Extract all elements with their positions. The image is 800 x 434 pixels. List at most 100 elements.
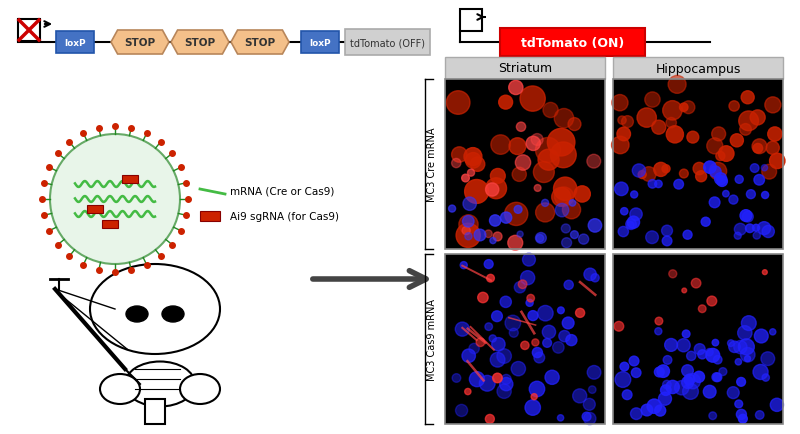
Circle shape [511,362,526,376]
Circle shape [478,293,488,303]
FancyBboxPatch shape [56,32,94,54]
Circle shape [637,108,656,128]
Bar [445,254,605,424]
Circle shape [575,309,585,318]
Circle shape [512,168,526,182]
Circle shape [584,269,596,281]
Circle shape [762,226,774,238]
Circle shape [754,329,768,343]
Circle shape [654,367,664,377]
Bar [145,399,165,424]
Circle shape [684,374,695,385]
Circle shape [738,414,747,423]
Circle shape [662,381,671,389]
Text: MC3 Cre mRNA: MC3 Cre mRNA [427,128,437,202]
Text: MC3 Cas9 mRNA: MC3 Cas9 mRNA [427,298,437,380]
Circle shape [735,359,742,365]
Circle shape [518,280,527,289]
Circle shape [758,222,770,235]
Circle shape [662,226,673,237]
Circle shape [490,238,496,244]
Circle shape [729,102,739,112]
Circle shape [722,191,729,197]
Circle shape [574,186,590,203]
Circle shape [490,352,505,367]
Circle shape [532,348,542,358]
Circle shape [753,232,761,240]
Circle shape [534,185,541,192]
Circle shape [573,389,586,403]
Circle shape [532,339,539,346]
Circle shape [456,224,480,248]
Circle shape [654,181,662,188]
Circle shape [752,139,767,155]
Circle shape [694,344,705,355]
Circle shape [737,378,746,386]
Text: tdTomato (ON): tdTomato (ON) [521,36,624,49]
Circle shape [682,102,695,115]
FancyBboxPatch shape [613,58,783,80]
Circle shape [626,220,636,230]
Ellipse shape [90,264,220,354]
Circle shape [521,342,529,350]
Ellipse shape [162,306,184,322]
Circle shape [462,349,475,363]
Circle shape [679,104,688,112]
Circle shape [765,98,781,114]
Circle shape [492,311,502,322]
Circle shape [627,217,639,229]
Circle shape [709,412,717,420]
Circle shape [712,128,726,141]
Circle shape [701,218,710,227]
Circle shape [742,316,756,331]
Circle shape [589,386,596,394]
Circle shape [465,388,471,395]
Circle shape [464,148,482,166]
Circle shape [770,329,776,335]
Circle shape [727,340,734,347]
Circle shape [714,355,722,364]
Circle shape [682,289,686,293]
Circle shape [50,135,180,264]
Circle shape [558,307,564,314]
Circle shape [538,150,559,171]
Circle shape [545,370,559,385]
Circle shape [547,129,575,157]
Circle shape [662,102,682,121]
Circle shape [682,384,698,399]
Circle shape [552,188,570,207]
Circle shape [528,311,538,321]
Circle shape [716,152,725,161]
Circle shape [746,224,754,233]
Circle shape [762,192,769,199]
Circle shape [768,128,782,142]
Circle shape [562,317,574,329]
Circle shape [729,341,740,353]
Circle shape [452,374,461,382]
Circle shape [566,335,577,346]
Circle shape [534,352,545,363]
Bar [445,80,605,250]
Circle shape [762,374,770,381]
Circle shape [588,219,602,233]
Circle shape [658,392,671,405]
Circle shape [467,170,474,177]
Circle shape [493,233,502,241]
Circle shape [647,399,662,414]
Circle shape [662,237,672,246]
Circle shape [535,138,561,163]
Bar [613,254,783,424]
Text: Striatum: Striatum [498,62,552,76]
Circle shape [730,135,743,148]
Circle shape [564,281,574,290]
Circle shape [583,398,595,411]
Text: STOP: STOP [125,38,155,48]
Circle shape [476,338,485,347]
Circle shape [663,356,672,365]
Circle shape [514,206,522,214]
Circle shape [631,368,641,378]
FancyBboxPatch shape [460,10,482,32]
Circle shape [682,330,690,338]
Circle shape [761,352,774,366]
Circle shape [491,135,510,155]
